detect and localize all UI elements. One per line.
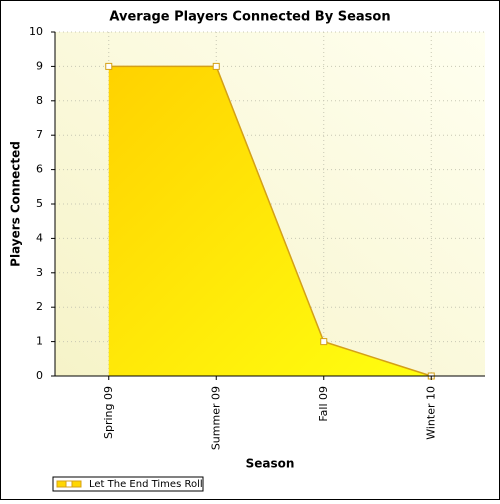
marker: [212, 62, 220, 70]
marker: [105, 62, 113, 70]
x-tick-label: Fall 09: [317, 386, 330, 422]
x-tick-label: Winter 10: [424, 386, 437, 440]
y-tick-label: 1: [36, 335, 43, 348]
x-axis-label: Season: [246, 457, 295, 471]
y-axis-label: Players Connected: [9, 141, 23, 267]
x-tick-label: Spring 09: [102, 386, 115, 439]
y-tick-label: 0: [36, 369, 43, 382]
marker: [320, 338, 328, 346]
area-line: [108, 65, 432, 377]
y-tick-label: 7: [36, 128, 43, 141]
chart-title: Average Players Connected By Season: [109, 10, 390, 25]
y-tick-label: 9: [36, 59, 43, 72]
y-tick-label: 10: [29, 25, 43, 38]
y-tick-label: 4: [36, 231, 43, 244]
x-tick-label: Summer 09: [209, 386, 222, 450]
y-tick-label: 6: [36, 163, 43, 176]
y-tick-label: 8: [36, 94, 43, 107]
legend: [52, 476, 204, 492]
y-tick-label: 5: [36, 197, 43, 210]
legend-label: Let The End Times Roll: [89, 479, 203, 490]
y-tick-label: 3: [36, 266, 43, 279]
legend-marker: [65, 480, 73, 488]
area: [108, 66, 432, 377]
y-tick-label: 2: [36, 300, 43, 313]
